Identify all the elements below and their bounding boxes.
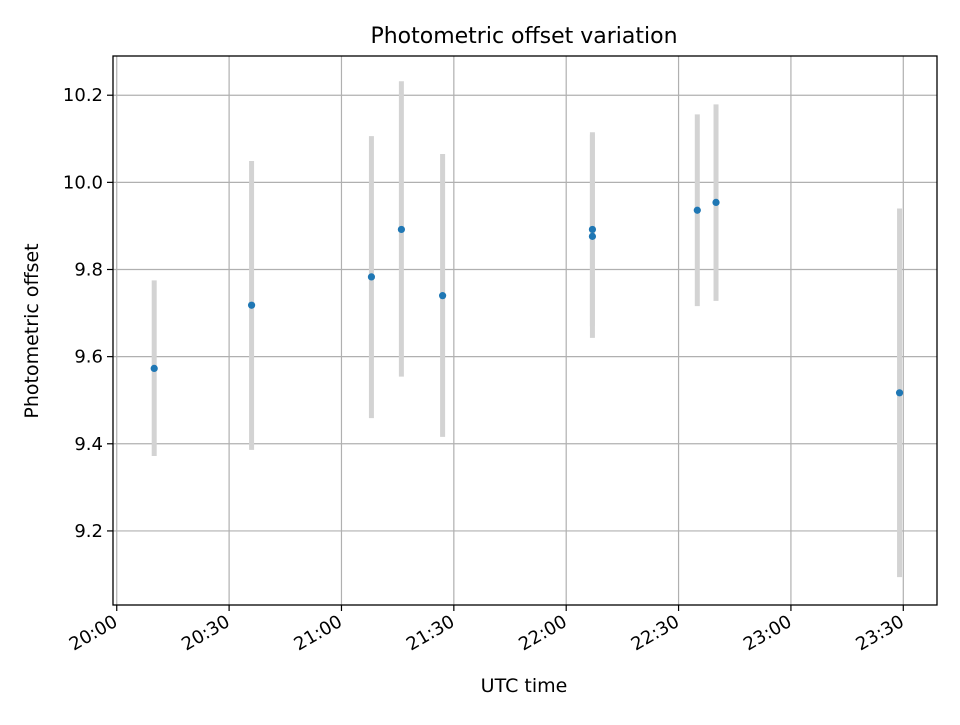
y-axis-label: Photometric offset bbox=[21, 243, 43, 418]
x-tick-label: 22:00 bbox=[515, 611, 570, 655]
y-tick-label: 10.0 bbox=[63, 172, 103, 193]
data-point bbox=[712, 198, 720, 206]
x-tick-label: 20:30 bbox=[178, 611, 233, 655]
y-axis-ticks: 9.2 9.4 9.6 9.8 10.0 10.2 bbox=[63, 85, 113, 542]
x-tick-label: 22:30 bbox=[628, 611, 683, 655]
data-point bbox=[588, 225, 597, 234]
data-point bbox=[367, 273, 376, 281]
chart-title: Photometric offset variation bbox=[370, 24, 677, 49]
plot-area-frame bbox=[112, 55, 938, 606]
y-tick-label: 10.2 bbox=[63, 85, 103, 106]
error-bars bbox=[151, 81, 903, 578]
y-tick-label: 9.4 bbox=[74, 434, 103, 455]
x-tick-label: 21:30 bbox=[403, 611, 458, 655]
x-tick-label: 23:30 bbox=[852, 611, 907, 655]
y-tick-label: 9.2 bbox=[74, 521, 103, 542]
data-point bbox=[588, 232, 597, 240]
data-points bbox=[150, 198, 904, 397]
data-point bbox=[895, 389, 904, 397]
data-point bbox=[693, 206, 701, 214]
x-tick-label: 20:00 bbox=[66, 611, 121, 655]
grid bbox=[113, 56, 937, 605]
x-axis-label: UTC time bbox=[481, 675, 568, 697]
y-tick-label: 9.6 bbox=[74, 347, 103, 368]
data-point bbox=[150, 364, 158, 373]
data-point bbox=[397, 225, 405, 234]
x-axis-ticks: 20:00 20:30 21:00 21:30 22:00 22:30 23:00 23:30 bbox=[66, 605, 908, 655]
x-tick-label: 23:00 bbox=[740, 611, 795, 655]
y-tick-label: 9.8 bbox=[74, 260, 103, 281]
x-tick-label: 21:00 bbox=[291, 611, 346, 655]
data-point bbox=[439, 292, 447, 300]
data-point bbox=[247, 301, 256, 309]
